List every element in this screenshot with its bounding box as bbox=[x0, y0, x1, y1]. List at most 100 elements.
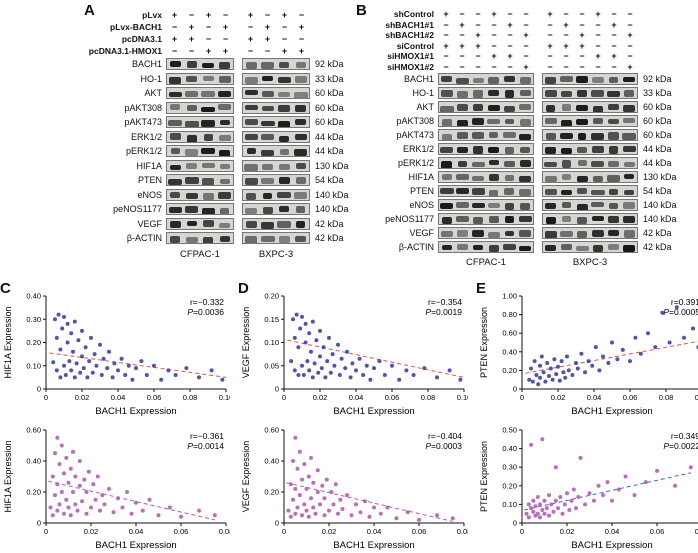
x-tick-label: 0.10 bbox=[219, 393, 230, 402]
lane-symbol: + bbox=[443, 40, 449, 51]
blot-band bbox=[169, 77, 182, 84]
blot-band bbox=[560, 75, 573, 82]
blot-lane-group bbox=[166, 173, 234, 188]
data-point bbox=[78, 370, 83, 375]
protein-label: PTEN bbox=[137, 175, 162, 186]
data-point bbox=[55, 508, 60, 513]
data-point bbox=[372, 366, 376, 371]
y-tick-label: 0.10 bbox=[264, 338, 279, 347]
data-point bbox=[83, 345, 88, 350]
data-point bbox=[58, 347, 63, 352]
blot-band bbox=[609, 202, 618, 210]
blot-band bbox=[608, 243, 619, 251]
blot-band bbox=[545, 202, 557, 209]
blot-lane-group bbox=[166, 188, 234, 203]
data-point bbox=[553, 498, 558, 503]
blot-band bbox=[169, 164, 181, 170]
data-point bbox=[323, 375, 328, 380]
blot-band bbox=[244, 164, 259, 171]
trend-line bbox=[525, 340, 698, 374]
blot-lane-group bbox=[438, 170, 534, 184]
data-point bbox=[84, 511, 89, 516]
blot-band bbox=[623, 161, 635, 168]
condition-lane-symbols: + − − + − − bbox=[438, 9, 534, 20]
blot-lane-group bbox=[166, 130, 234, 145]
data-point bbox=[296, 373, 301, 377]
lane-symbol: − bbox=[171, 22, 178, 32]
gap bbox=[534, 30, 542, 41]
lane-symbol: − bbox=[247, 46, 254, 56]
condition-lane-symbols: − + − + bbox=[242, 21, 310, 33]
data-point bbox=[291, 317, 295, 322]
data-point bbox=[367, 514, 372, 519]
blot-lane-group bbox=[542, 240, 638, 254]
data-point bbox=[538, 502, 542, 507]
blot-band bbox=[244, 177, 258, 185]
blot-band bbox=[184, 176, 199, 184]
data-point bbox=[435, 513, 439, 518]
lane-symbol: − bbox=[595, 30, 601, 41]
data-point bbox=[56, 312, 61, 317]
kda-label: 140 kDa bbox=[315, 204, 349, 215]
condition-lane-symbols: + − + − bbox=[242, 9, 310, 21]
scatter-chart-hif1a-top: 0 0.10 0.20 0.30 0.40 0 0.02 0.04 0.06 0.08 0.10 HI… bbox=[3, 292, 230, 418]
kda-label: 54 kDa bbox=[315, 175, 344, 186]
data-point bbox=[390, 363, 394, 368]
data-point bbox=[101, 356, 106, 361]
blot-lane-group bbox=[166, 101, 234, 116]
blot-band bbox=[504, 160, 515, 167]
data-point bbox=[301, 373, 306, 377]
data-point bbox=[329, 490, 334, 494]
data-point bbox=[318, 354, 322, 359]
correlation-r-label: r=0.391 bbox=[671, 297, 698, 307]
data-point bbox=[354, 502, 358, 507]
western-blot-strip bbox=[166, 130, 234, 143]
spacer bbox=[310, 21, 352, 33]
western-blot-strip bbox=[242, 116, 310, 129]
blot-lane-group bbox=[542, 156, 638, 170]
gap bbox=[534, 100, 542, 114]
blot-band bbox=[185, 149, 199, 156]
blot-band bbox=[295, 104, 307, 112]
lane-symbol: + bbox=[563, 40, 569, 51]
blot-band bbox=[457, 230, 468, 238]
data-point bbox=[357, 356, 362, 361]
blot-band bbox=[562, 215, 571, 222]
data-point bbox=[94, 363, 99, 368]
lane-symbol: − bbox=[459, 30, 465, 41]
blot-band bbox=[503, 131, 516, 139]
kda-label: 42 kDa bbox=[315, 233, 344, 244]
data-point bbox=[311, 480, 316, 485]
data-point bbox=[556, 364, 560, 369]
x-tick-label: 0.08 bbox=[183, 393, 198, 402]
western-blot-strip bbox=[242, 159, 310, 172]
data-point bbox=[48, 505, 53, 510]
blot-band bbox=[472, 244, 484, 250]
gap bbox=[234, 57, 242, 72]
spacer bbox=[534, 254, 542, 270]
data-point bbox=[338, 497, 343, 502]
data-point bbox=[144, 373, 149, 377]
blot-band bbox=[473, 146, 484, 154]
blot-band bbox=[545, 216, 556, 224]
blot-band bbox=[592, 105, 603, 112]
western-blot-strip bbox=[438, 101, 534, 113]
lane-symbol: − bbox=[491, 40, 497, 51]
data-point bbox=[85, 375, 90, 380]
data-point bbox=[300, 513, 304, 518]
western-blot-strip bbox=[542, 115, 638, 127]
blot-band bbox=[561, 119, 572, 126]
blot-band bbox=[441, 161, 453, 168]
data-point bbox=[173, 373, 178, 377]
kda-label: 92 kDa bbox=[643, 74, 672, 84]
p-value-label: P=0.0022 bbox=[663, 441, 698, 451]
blot-band bbox=[592, 229, 604, 237]
condition-label: pcDNA3.1 bbox=[121, 34, 162, 44]
lane-symbol: − bbox=[264, 10, 271, 20]
blot-band bbox=[457, 132, 468, 139]
data-point bbox=[559, 359, 564, 364]
data-point bbox=[71, 449, 75, 454]
blot-band bbox=[545, 245, 557, 252]
y-tick-label: 0 bbox=[275, 385, 279, 394]
data-point bbox=[587, 491, 592, 496]
